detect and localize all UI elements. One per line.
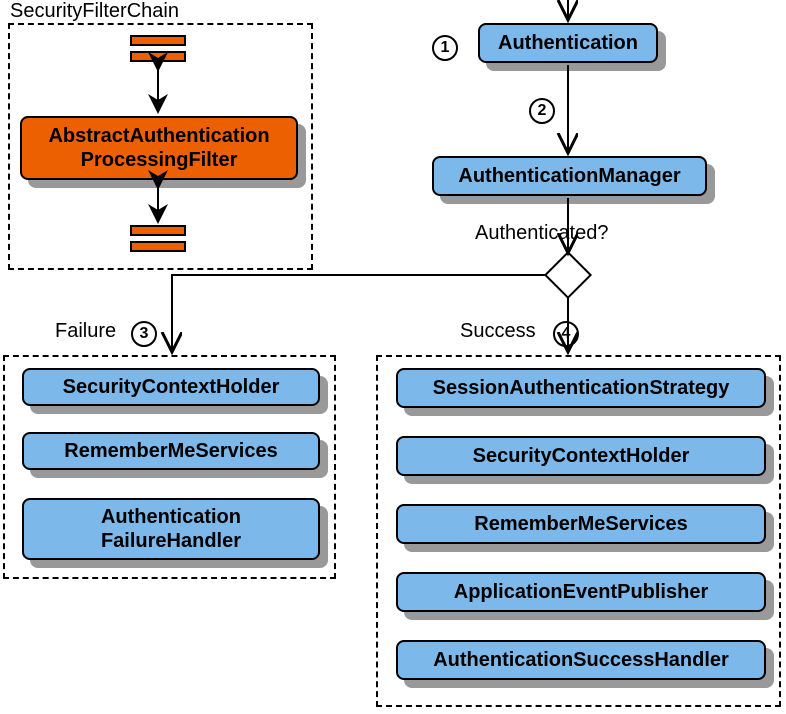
filter-bar-top-1 [130, 35, 186, 46]
abstract-auth-filter-node: AbstractAuthentication ProcessingFilter [20, 116, 298, 180]
success-item-app-event-publisher: ApplicationEventPublisher [396, 572, 766, 612]
failure-label: Failure [55, 320, 116, 343]
success-item-remember-me: RememberMeServices [396, 504, 766, 544]
filter-bar-bottom-2 [130, 241, 186, 252]
filter-bar-bottom-1 [130, 225, 186, 236]
success-label: Success [460, 320, 536, 343]
success-item-auth-success-handler: AuthenticationSuccessHandler [396, 640, 766, 680]
authentication-manager-node: AuthenticationManager [432, 156, 707, 196]
filter-bar-top-2 [130, 51, 186, 62]
step-3: 3 [131, 321, 157, 347]
failure-item-auth-failure-handler: Authentication FailureHandler [22, 498, 320, 560]
step-4: 4 [553, 321, 579, 347]
decision-diamond [544, 251, 592, 299]
authentication-node: Authentication [478, 23, 658, 63]
success-item-security-context-holder: SecurityContextHolder [396, 436, 766, 476]
step-2: 2 [529, 98, 555, 124]
authenticated-label: Authenticated? [475, 222, 608, 245]
success-item-session-auth-strategy: SessionAuthenticationStrategy [396, 368, 766, 408]
filter-chain-title: SecurityFilterChain [10, 0, 179, 23]
failure-item-remember-me: RememberMeServices [22, 432, 320, 470]
step-1: 1 [432, 35, 458, 61]
flowchart-canvas: SecurityFilterChain AbstractAuthenticati… [0, 0, 786, 714]
failure-item-security-context-holder: SecurityContextHolder [22, 368, 320, 406]
